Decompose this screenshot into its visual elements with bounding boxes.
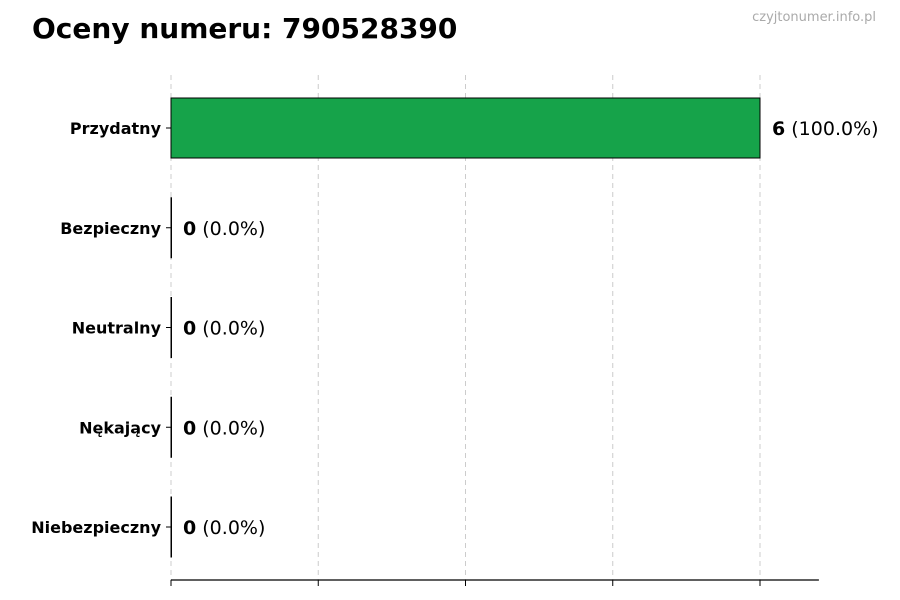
category-label: Bezpieczny bbox=[60, 219, 161, 238]
data-label-value: 0 bbox=[183, 318, 196, 340]
bar bbox=[170, 97, 761, 159]
data-label-percent: (0.0%) bbox=[196, 517, 265, 539]
data-label-value: 0 bbox=[183, 417, 196, 439]
category-label: Przydatny bbox=[70, 119, 162, 138]
category-label: Neutralny bbox=[72, 319, 162, 338]
watermark: czyjtonumer.info.pl bbox=[752, 10, 876, 25]
bar bbox=[170, 496, 172, 558]
bar bbox=[170, 297, 172, 358]
data-label-value: 0 bbox=[183, 517, 196, 539]
data-label: 0 (0.0%) bbox=[183, 417, 265, 439]
data-label: 6 (100.0%) bbox=[772, 118, 879, 140]
bar bbox=[170, 396, 172, 458]
data-label-percent: (0.0%) bbox=[196, 318, 265, 340]
data-label: 0 (0.0%) bbox=[183, 318, 265, 340]
data-label-percent: (100.0%) bbox=[785, 118, 878, 140]
data-label-value: 0 bbox=[183, 218, 196, 240]
chart-title: Oceny numeru: 790528390 bbox=[32, 12, 458, 45]
data-label: 0 (0.0%) bbox=[183, 218, 265, 240]
data-label-percent: (0.0%) bbox=[196, 218, 265, 240]
data-label-percent: (0.0%) bbox=[196, 417, 265, 439]
category-label: Nękający bbox=[79, 418, 161, 437]
bar bbox=[170, 197, 172, 259]
data-label-value: 6 bbox=[772, 118, 785, 140]
category-label: Niebezpieczny bbox=[31, 518, 161, 537]
data-label: 0 (0.0%) bbox=[183, 517, 265, 539]
